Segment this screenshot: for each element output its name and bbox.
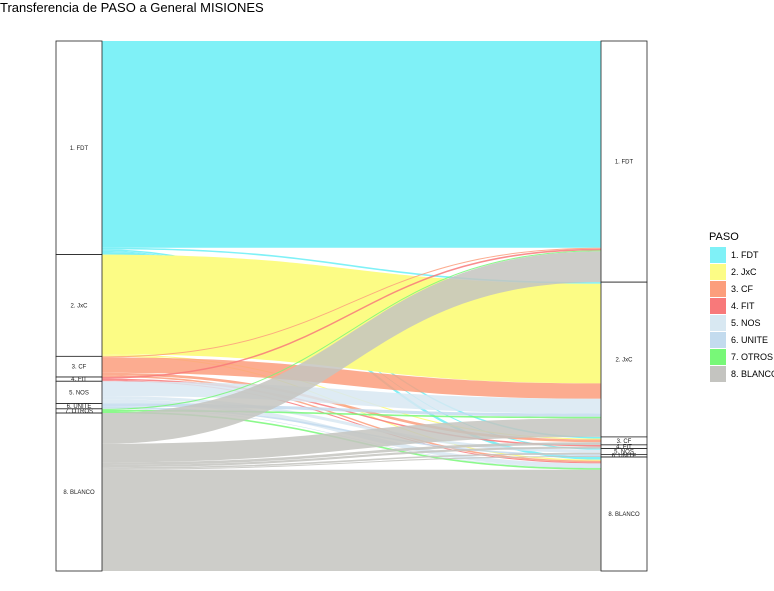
right-stratum-label: 3. CF (617, 439, 632, 445)
right-stratum-label: 1. FDT (615, 160, 634, 166)
right-stratum-2-jxc (600, 281, 648, 438)
legend-label-8-blanco: 8. BLANCO (731, 369, 774, 379)
left-stratum-label: 5. NOS (69, 390, 89, 396)
left-stratum-label: 3. CF (72, 365, 87, 371)
legend-label-1-fdt: 1. FDT (731, 250, 759, 260)
flow-8-blanco-to-4-fit (102, 446, 601, 468)
flow-4-fit-to-8-blanco (102, 380, 601, 464)
left-stratum-label: 4. FIT (71, 377, 87, 383)
flow-3-cf-to-2-jxc (102, 357, 601, 399)
legend-swatch-7-otros (710, 349, 726, 365)
legend-label-2-jxc: 2. JxC (731, 267, 757, 277)
right-stratum-label: 8. BLANCO (608, 512, 640, 518)
flow-8-blanco-to-2-jxc (102, 418, 601, 463)
legend-label-5-nos: 5. NOS (731, 318, 761, 328)
legend-label-4-fit: 4. FIT (731, 301, 755, 311)
legend-label-6-unite: 6. UNITE (731, 335, 768, 345)
left-stratum-label: 1. FDT (70, 146, 89, 152)
flow-8-blanco-to-6-unite (102, 455, 601, 470)
left-stratum-label: 7. OTROS (65, 409, 93, 415)
flow-8-blanco-to-1-fdt (102, 251, 601, 444)
legend-label-3-cf: 3. CF (731, 284, 754, 294)
left-stratum-label: 8. BLANCO (63, 490, 95, 496)
chart-title: Transferencia de PASO a General MISIONES (0, 0, 264, 15)
left-stratum-label: 6. UNITE (67, 404, 92, 410)
flows-layer (102, 41, 601, 571)
flow-8-blanco-to-5-nos (102, 452, 601, 469)
left-stratum-2-jxc (55, 254, 103, 357)
legend-swatch-3-cf (710, 281, 726, 297)
right-stratum-label: 2. JxC (615, 358, 633, 364)
right-stratum-label: 5. NOS (614, 449, 634, 455)
legend-swatch-5-nos (710, 315, 726, 331)
flow-1-fdt-to-1-fdt (102, 41, 601, 248)
legend-swatch-4-fit (710, 298, 726, 314)
flow-7-otros-to-1-fdt (102, 250, 601, 410)
flow-1-fdt-to-2-jxc (102, 247, 601, 284)
legend: PASO 1. FDT 2. JxC 3. CF 4. FIT 5. NOS 6. UNI… (709, 231, 774, 382)
flow-3-cf-to-8-blanco (102, 375, 601, 463)
left-stratum-8-blanco (55, 412, 103, 572)
flow-8-blanco-to-3-cf (102, 442, 601, 465)
flow-3-cf-to-1-fdt (102, 247, 601, 358)
right-stratum-label: 4. FIT (616, 445, 632, 451)
legend-swatch-8-blanco (710, 366, 726, 382)
legend-label-7-otros: 7. OTROS (731, 352, 773, 362)
legend-swatch-2-jxc (710, 264, 726, 280)
left-stratum-1-fdt (55, 40, 103, 255)
flow-3-cf-to-3-cf (102, 372, 601, 443)
flow-4-fit-to-1-fdt (102, 248, 601, 379)
flow-4-fit-to-4-fit (102, 378, 601, 447)
left-stratum-label: 2. JxC (70, 303, 88, 309)
flow-5-nos-to-5-nos (102, 396, 601, 453)
flow-8-blanco-to-8-blanco (102, 469, 601, 571)
right-stratum-8-blanco (600, 456, 648, 572)
legend-title: PASO (709, 231, 739, 243)
legend-swatch-1-fdt (710, 247, 726, 263)
legend-swatch-6-unite (710, 332, 726, 348)
flow-5-nos-to-2-jxc (102, 381, 601, 414)
